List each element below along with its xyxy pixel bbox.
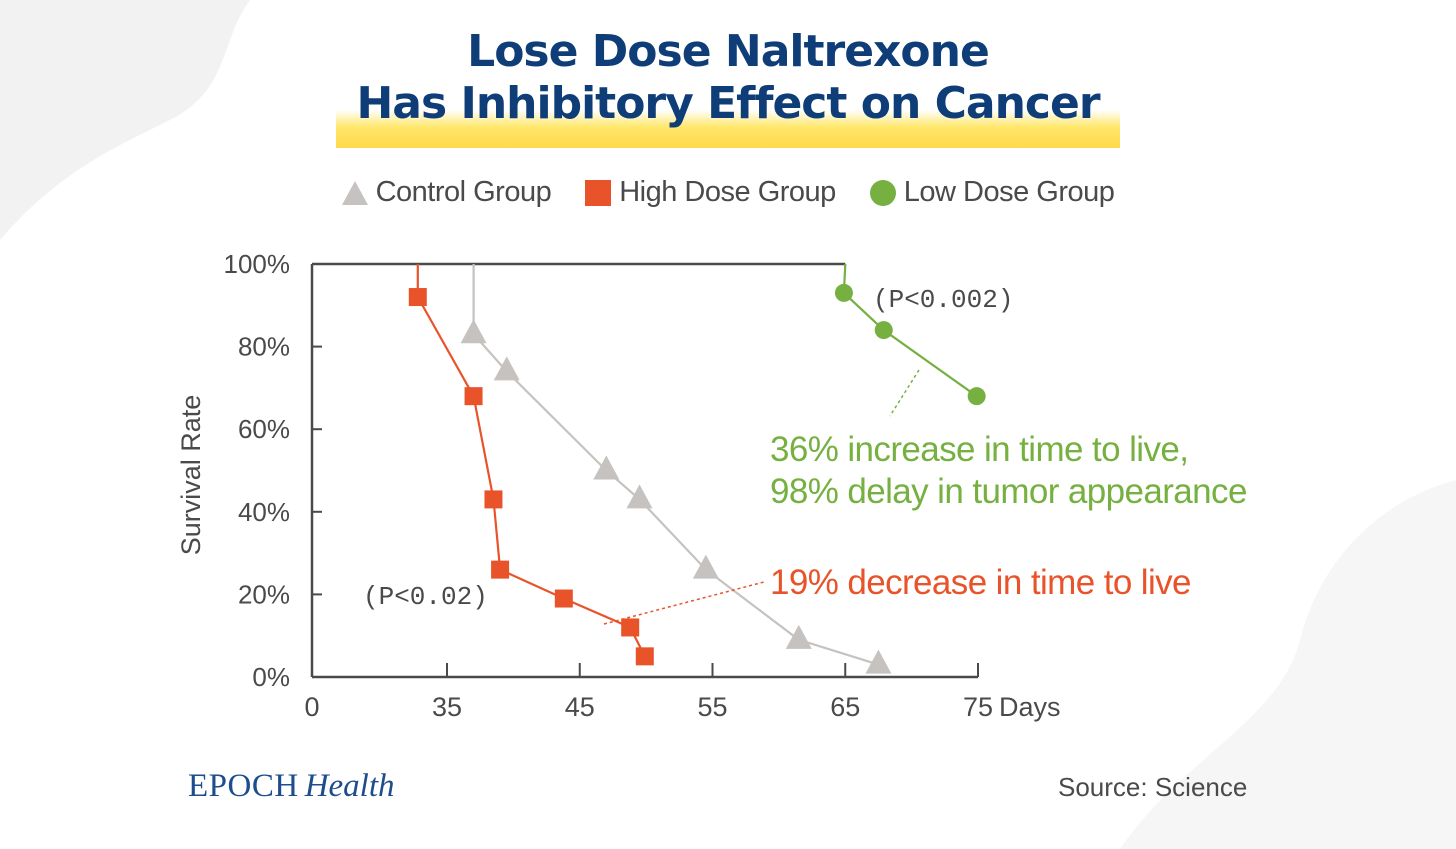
control-point bbox=[626, 484, 653, 509]
title-line-2: Has Inhibitory Effect on Cancer bbox=[356, 78, 1100, 129]
annotation-red: 19% decrease in time to live bbox=[770, 563, 1191, 602]
annotation-p-low: (P<0.002) bbox=[873, 285, 1013, 315]
x-axis-label: Days bbox=[999, 692, 1061, 722]
square-marker-icon bbox=[585, 179, 612, 206]
low-dose-point bbox=[874, 321, 893, 340]
y-tick-label: 100% bbox=[224, 249, 291, 279]
series-line-high-dose-group bbox=[416, 264, 646, 657]
high-dose-point bbox=[554, 589, 573, 608]
legend-item-low-dose: Low Dose Group bbox=[869, 176, 1115, 209]
control-point bbox=[593, 455, 620, 480]
legend-item-high-dose: High Dose Group bbox=[585, 176, 836, 209]
low-dose-point bbox=[834, 283, 853, 302]
triangle-marker-icon bbox=[341, 180, 368, 205]
annotation-green-leader bbox=[889, 369, 920, 417]
control-point bbox=[692, 554, 719, 579]
high-dose-point bbox=[621, 618, 640, 637]
x-tick-label: 55 bbox=[697, 692, 727, 722]
high-dose-point bbox=[464, 387, 483, 406]
high-dose-point bbox=[408, 288, 427, 307]
title-highlight bbox=[336, 110, 1120, 148]
circle-marker-icon bbox=[869, 179, 896, 206]
control-point bbox=[493, 356, 520, 381]
control-point bbox=[785, 624, 812, 649]
annotation-green-line-2: 98% delay in tumor appearance bbox=[770, 472, 1247, 511]
series-line-low-dose-group bbox=[842, 263, 978, 398]
source-credit: Source: Science bbox=[1058, 772, 1248, 802]
legend: Control Group High Dose Group Low Dose G… bbox=[0, 176, 1456, 209]
high-dose-point bbox=[635, 647, 654, 666]
x-tick-label: 35 bbox=[432, 692, 462, 722]
low-dose-point bbox=[967, 387, 986, 406]
y-tick-label: 40% bbox=[238, 497, 290, 527]
x-tick-label: 75 bbox=[963, 692, 993, 722]
y-tick-label: 20% bbox=[238, 579, 290, 609]
x-tick-label: 45 bbox=[565, 692, 595, 722]
high-dose-point bbox=[491, 560, 510, 579]
x-tick-label: 65 bbox=[830, 692, 860, 722]
legend-label-high-dose: High Dose Group bbox=[619, 176, 836, 208]
annotation-green-line-1: 36% increase in time to live, bbox=[770, 430, 1188, 469]
annotation-red-leader bbox=[603, 581, 765, 625]
y-tick-label: 0% bbox=[252, 662, 290, 692]
y-tick-label: 80% bbox=[238, 332, 290, 362]
control-point bbox=[865, 649, 892, 674]
annotation-p-high: (P<0.02) bbox=[363, 582, 488, 612]
high-dose-point bbox=[484, 490, 503, 509]
logo-brand: EPOCH bbox=[188, 768, 299, 804]
chart-title: Lose Dose Naltrexone Has Inhibitory Effe… bbox=[0, 26, 1456, 130]
legend-item-control: Control Group bbox=[341, 176, 552, 209]
legend-label-control: Control Group bbox=[375, 176, 552, 208]
control-point bbox=[460, 319, 487, 344]
y-tick-label: 60% bbox=[238, 414, 290, 444]
epoch-health-logo: EPOCH Health bbox=[188, 768, 395, 805]
title-line-1: Lose Dose Naltrexone bbox=[467, 26, 990, 77]
x-tick-label: 0 bbox=[304, 692, 319, 722]
legend-label-low-dose: Low Dose Group bbox=[903, 176, 1115, 208]
logo-sub: Health bbox=[304, 768, 395, 804]
y-axis-label: Survival Rate bbox=[176, 395, 206, 556]
